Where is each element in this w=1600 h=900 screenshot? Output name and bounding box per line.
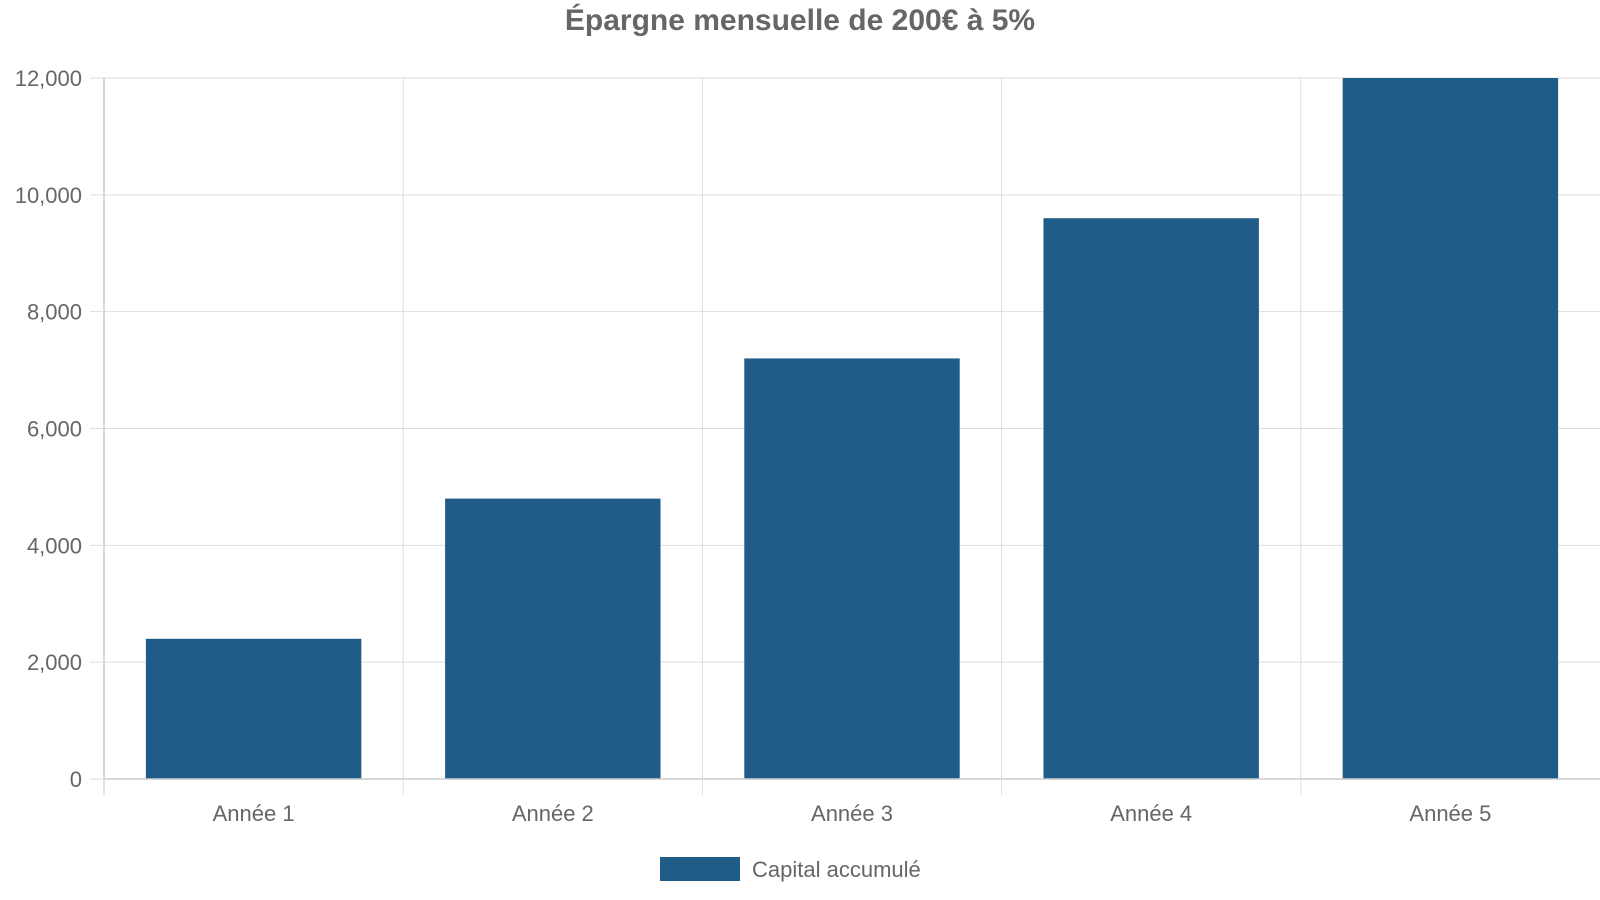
- y-axis-ticks: 0 2,000 4,000 6,000 8,000 10,000 12,000: [15, 66, 104, 792]
- y-tick-label: 8,000: [27, 300, 82, 325]
- legend-swatch: [660, 857, 740, 881]
- legend[interactable]: Capital accumulé: [660, 857, 921, 882]
- bar[interactable]: [1043, 218, 1259, 779]
- y-tick-label: 0: [70, 767, 82, 792]
- y-tick-label: 10,000: [15, 183, 82, 208]
- bar[interactable]: [445, 498, 661, 779]
- bar[interactable]: [744, 358, 960, 779]
- x-tick-label: Année 5: [1409, 801, 1491, 826]
- legend-label: Capital accumulé: [752, 857, 921, 882]
- y-tick-label: 4,000: [27, 533, 82, 558]
- chart-title: Épargne mensuelle de 200€ à 5%: [565, 3, 1035, 37]
- y-tick-label: 2,000: [27, 650, 82, 675]
- x-tick-label: Année 3: [811, 801, 893, 826]
- y-tick-label: 12,000: [15, 66, 82, 91]
- x-tick-label: Année 4: [1110, 801, 1192, 826]
- bars: [145, 78, 1559, 779]
- bar[interactable]: [145, 638, 362, 779]
- x-axis-ticks: Année 1 Année 2 Année 3 Année 4 Année 5: [103, 779, 1491, 826]
- axes: [103, 78, 1600, 795]
- x-tick-label: Année 1: [213, 801, 295, 826]
- y-tick-label: 6,000: [27, 417, 82, 442]
- bar[interactable]: [1342, 78, 1559, 779]
- x-tick-label: Année 2: [512, 801, 594, 826]
